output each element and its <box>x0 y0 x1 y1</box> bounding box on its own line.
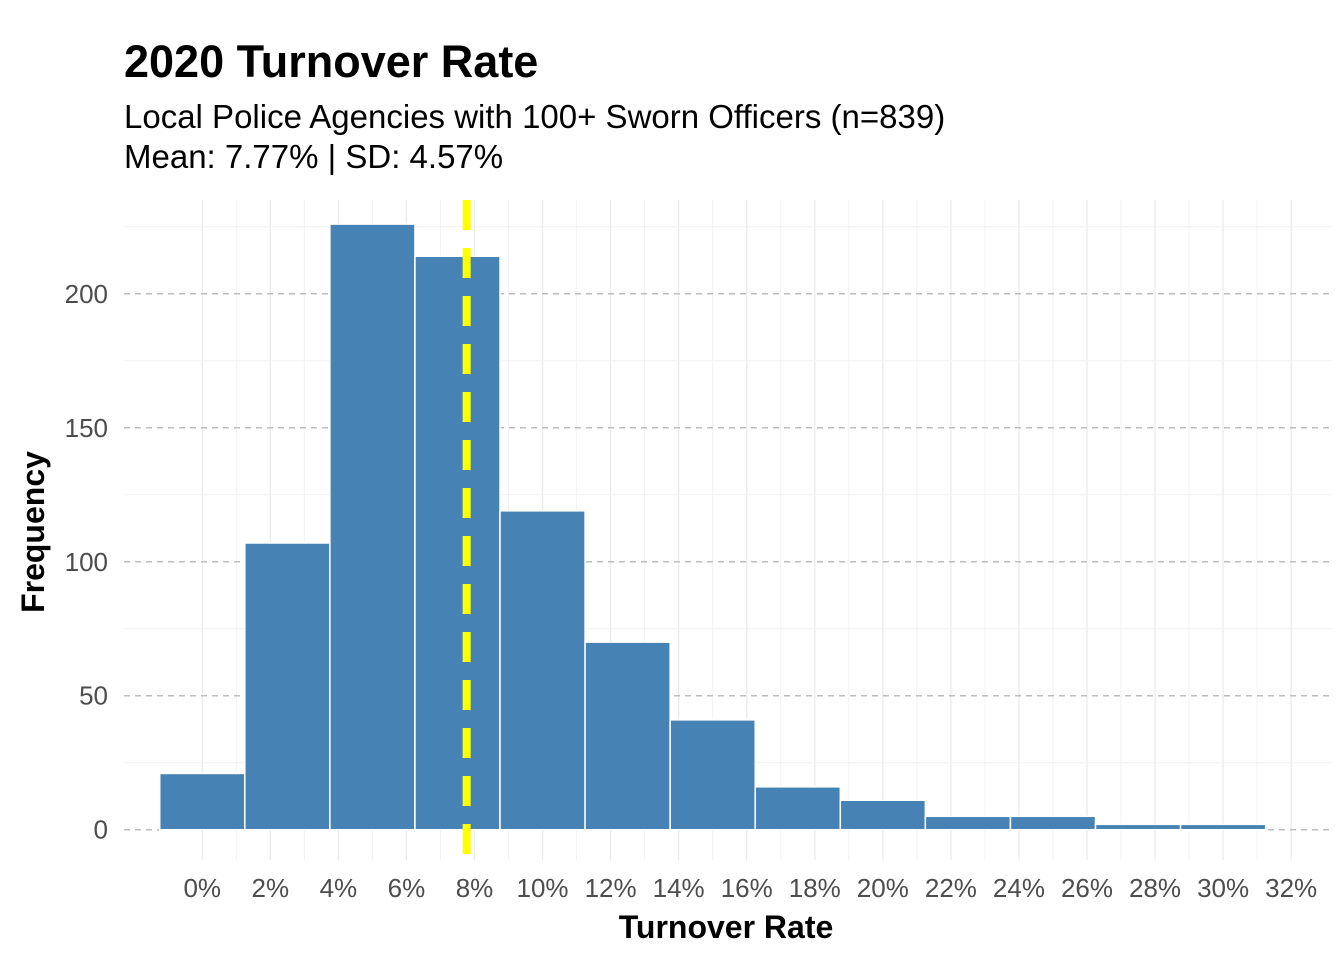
histogram-bar <box>669 719 756 831</box>
histogram-bar <box>244 542 331 831</box>
x-axis-title: Turnover Rate <box>619 909 834 945</box>
x-tick-label: 32% <box>1265 873 1317 903</box>
chart-title: 2020 Turnover Rate <box>124 36 539 87</box>
x-tick-label: 6% <box>388 873 426 903</box>
x-tick-label: 16% <box>721 873 773 903</box>
histogram-bar <box>158 772 246 831</box>
x-tick-label: 28% <box>1129 873 1181 903</box>
bars-layer <box>158 223 1267 831</box>
histogram-bar <box>499 510 586 831</box>
histogram-bar <box>1009 815 1097 831</box>
x-tick-label: 20% <box>857 873 909 903</box>
histogram-bar <box>839 799 927 831</box>
histogram-bar <box>1179 823 1267 831</box>
y-tick-label: 0 <box>94 815 108 845</box>
x-tick-label: 10% <box>517 873 569 903</box>
chart-subtitle: Local Police Agencies with 100+ Sworn Of… <box>124 97 945 177</box>
x-tick-label: 2% <box>252 873 290 903</box>
histogram-bar <box>584 641 671 831</box>
x-tick-label: 30% <box>1197 873 1249 903</box>
y-tick-label: 50 <box>79 681 108 711</box>
x-tick-label: 24% <box>993 873 1045 903</box>
x-axis-ticks: 0% 2% 4% 6% 8% 10% 12% 14% 16% 18% 20% 22% 24% 26% 28%… <box>183 873 1317 903</box>
x-tick-label: 12% <box>585 873 637 903</box>
y-tick-label: 100 <box>65 547 108 577</box>
subtitle-line-2: Mean: 7.77% | SD: 4.57% <box>124 138 504 175</box>
x-tick-label: 8% <box>456 873 494 903</box>
x-tick-label: 4% <box>320 873 358 903</box>
x-tick-label: 14% <box>653 873 705 903</box>
histogram-bar <box>754 786 842 831</box>
y-tick-label: 150 <box>65 413 108 443</box>
y-axis-title: Frequency <box>15 451 51 613</box>
x-tick-label: 0% <box>183 873 221 903</box>
x-tick-label: 18% <box>789 873 841 903</box>
y-axis-ticks: 0 50 100 150 200 <box>65 279 108 845</box>
x-tick-label: 26% <box>1061 873 1113 903</box>
x-tick-label: 22% <box>925 873 977 903</box>
subtitle-line-1: Local Police Agencies with 100+ Sworn Of… <box>124 98 946 135</box>
y-tick-label: 200 <box>65 279 108 309</box>
histogram-bar <box>414 255 501 831</box>
histogram-bar <box>329 223 416 831</box>
histogram-bar <box>924 815 1012 831</box>
histogram-bar <box>1094 823 1182 831</box>
